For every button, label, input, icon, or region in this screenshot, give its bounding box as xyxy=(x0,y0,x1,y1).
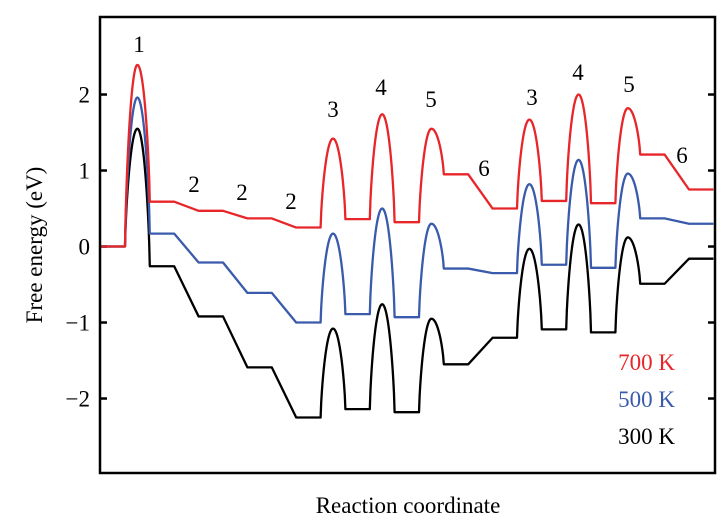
y-tick-label: 2 xyxy=(79,83,91,108)
step-label: 2 xyxy=(285,189,297,214)
y-tick-label: 0 xyxy=(79,235,91,260)
legend-300k: 300 K xyxy=(618,424,675,449)
step-label: 6 xyxy=(478,156,490,181)
step-label: 6 xyxy=(676,143,688,168)
legend-700k: 700 K xyxy=(618,350,675,375)
legend: 700 K 500 K 300 K xyxy=(618,350,675,449)
step-label: 1 xyxy=(133,32,145,57)
legend-500k: 500 K xyxy=(618,387,675,412)
series-line-700k xyxy=(100,63,714,248)
step-label: 5 xyxy=(425,87,437,112)
step-label: 3 xyxy=(526,85,538,110)
step-labels: 1 2 2 2 3 4 5 6 3 4 5 6 xyxy=(133,32,688,214)
step-label: 3 xyxy=(327,97,339,122)
plot-frame xyxy=(98,15,717,475)
step-label: 4 xyxy=(572,60,584,85)
step-label: 2 xyxy=(188,172,200,197)
y-tick-label: 1 xyxy=(79,159,91,184)
step-label: 2 xyxy=(236,180,248,205)
series-line-500k xyxy=(100,96,714,324)
series-line-300k xyxy=(100,127,714,419)
series-lines xyxy=(100,63,714,419)
x-axis-label: Reaction coordinate xyxy=(316,493,501,518)
step-label: 4 xyxy=(375,75,387,100)
y-tick-label: −2 xyxy=(66,387,90,412)
y-tick-label: −1 xyxy=(66,311,90,336)
y-axis-label: Free energy (eV) xyxy=(22,167,47,324)
step-label: 5 xyxy=(623,72,635,97)
